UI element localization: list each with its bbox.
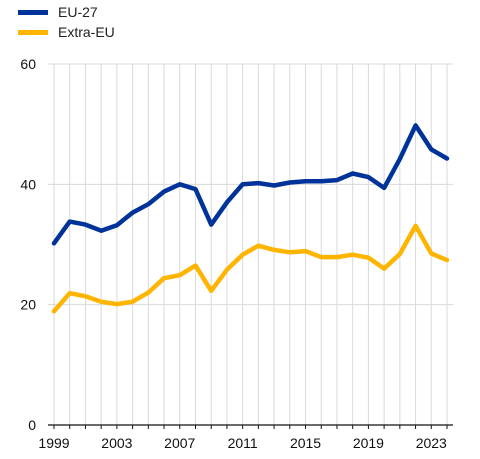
y-tick-labels: 0 20 40 60 <box>20 56 36 433</box>
grid-lines <box>48 63 453 429</box>
legend-item-eu27: EU-27 <box>18 2 115 22</box>
legend-swatch-extra-eu <box>18 29 48 35</box>
series-line-extra-eu <box>51 223 450 314</box>
x-tick-label-6: 2023 <box>416 435 447 451</box>
legend: EU-27 Extra-EU <box>18 2 115 42</box>
x-tick-label-4: 2015 <box>290 435 321 451</box>
legend-item-extra-eu: Extra-EU <box>18 22 115 42</box>
legend-label-extra-eu: Extra-EU <box>58 24 115 40</box>
legend-label-eu27: EU-27 <box>58 4 98 20</box>
series-lines <box>51 123 450 314</box>
x-tick-labels: 1999 2003 2007 2011 2015 2019 2023 <box>38 435 447 451</box>
x-tick-label-5: 2019 <box>353 435 384 451</box>
x-tick-label-1: 2003 <box>101 435 132 451</box>
y-tick-label-0: 0 <box>28 417 36 433</box>
x-tick-label-0: 1999 <box>38 435 69 451</box>
x-tick-label-2: 2007 <box>164 435 195 451</box>
y-tick-label-2: 40 <box>20 176 36 192</box>
series-line-eu-27 <box>51 123 450 246</box>
y-tick-label-3: 60 <box>20 56 36 72</box>
legend-swatch-eu27 <box>18 9 48 15</box>
x-tick-label-3: 2011 <box>228 435 258 451</box>
y-tick-label-1: 20 <box>20 297 36 313</box>
